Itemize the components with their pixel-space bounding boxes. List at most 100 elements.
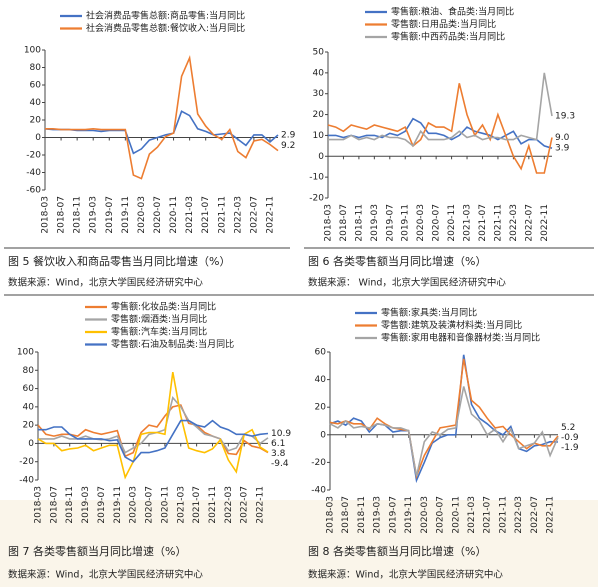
y-tick-label: 10 [313, 131, 325, 141]
x-tick-label: 2022-03 [509, 204, 519, 242]
y-tick-label: -60 [26, 186, 41, 196]
y-tick-label: 100 [17, 348, 34, 358]
y-tick-label: 50 [313, 48, 325, 58]
x-tick-label: 2019-03 [373, 496, 383, 534]
x-tick-label: 2021-07 [201, 196, 211, 234]
x-tick-label: 2018-03 [324, 204, 334, 242]
x-tick-label: 2022-03 [224, 486, 234, 524]
x-tick-label: 2019-07 [105, 196, 115, 234]
x-tick-label: 2022-11 [546, 496, 556, 534]
chart-source: 数据来源： Wind，北京大学国民经济研究中心 [308, 277, 506, 289]
x-tick-label: 2021-11 [498, 496, 508, 534]
chart-caption: 图 8 各类零售额当月同比增速（%） [308, 544, 486, 558]
x-tick-label: 2021-11 [208, 486, 218, 524]
legend-label: 零售额:家用电器和音像器材类:当月同比 [381, 332, 540, 344]
x-tick-label: 2021-07 [478, 204, 488, 242]
y-tick-label: 30 [313, 89, 325, 99]
y-tick-label: 40 [23, 402, 35, 412]
chart-caption: 图 5 餐饮收入和商品零售当月同比增速（%） [8, 254, 230, 268]
x-tick-label: 2018-03 [41, 196, 51, 234]
x-tick-label: 2019-11 [404, 496, 414, 534]
y-tick-label: 0 [35, 133, 41, 143]
background-tint [0, 500, 598, 587]
series-line [44, 110, 279, 155]
x-tick-label: 2022-11 [256, 486, 266, 524]
y-tick-label: -40 [311, 486, 326, 496]
x-tick-label: 2021-03 [185, 196, 195, 234]
x-tick-label: 2018-07 [57, 196, 67, 234]
y-tick-label: 60 [23, 384, 35, 394]
end-label: 3.8 [271, 449, 286, 459]
chart-caption: 图 6 各类零售额当月同比增速（%） [308, 254, 486, 268]
x-tick-label: 2020-07 [153, 196, 163, 234]
x-tick-label: 2019-11 [121, 196, 131, 234]
end-label: -0.9 [561, 433, 579, 443]
x-tick-label: 2022-07 [240, 486, 250, 524]
series-line [38, 419, 269, 463]
x-tick-label: 2022-11 [540, 204, 550, 242]
series-line [328, 117, 553, 149]
y-tick-label: 60 [315, 348, 327, 358]
y-tick-label: -20 [26, 151, 41, 161]
legend-label: 零售额:烟酒类:当月同比 [111, 313, 207, 325]
y-tick-label: 40 [315, 375, 327, 385]
x-tick-label: 2018-07 [341, 496, 351, 534]
end-label: 5.2 [561, 423, 575, 433]
y-tick-label: -20 [311, 458, 326, 468]
chart-caption: 图 7 各类零售额当月同比增速（%） [8, 544, 186, 558]
x-tick-label: 2021-07 [483, 496, 493, 534]
y-tick-label: 20 [30, 116, 42, 126]
x-tick-label: 2020-11 [169, 196, 179, 234]
legend-label: 零售额:汽车类:当月同比 [111, 326, 207, 338]
x-tick-label: 2020-07 [432, 204, 442, 242]
y-tick-label: -20 [309, 194, 324, 204]
y-tick-label: 0 [28, 439, 34, 449]
x-tick-label: 2019-11 [401, 204, 411, 242]
x-tick-label: 2019-07 [385, 204, 395, 242]
series-line [329, 386, 559, 477]
x-tick-label: 2020-03 [420, 496, 430, 534]
x-tick-label: 2020-11 [160, 486, 170, 524]
end-label: 10.9 [271, 429, 291, 439]
x-tick-label: 2021-11 [493, 204, 503, 242]
x-tick-label: 2021-03 [463, 204, 473, 242]
x-tick-label: 2019-07 [97, 486, 107, 524]
x-tick-label: 2021-11 [217, 196, 227, 234]
x-tick-label: 2018-07 [339, 204, 349, 242]
x-tick-label: 2022-03 [233, 196, 243, 234]
legend-label: 零售额:日用品类:当月同比 [391, 18, 496, 30]
legend-label: 零售额:家具类:当月同比 [381, 307, 477, 319]
legend-label: 零售额:粮油、食品类:当月同比 [391, 6, 514, 18]
x-tick-label: 2020-11 [451, 496, 461, 534]
x-tick-label: 2022-07 [530, 496, 540, 534]
chart-source: 数据来源：Wind，北京大学国民经济研究中心 [8, 277, 203, 289]
x-tick-label: 2018-11 [357, 496, 367, 534]
end-label: 19.3 [555, 112, 575, 122]
x-tick-label: 2018-03 [34, 486, 44, 524]
chart-source: 数据来源：Wind，北京大学国民经济研究中心 [8, 569, 203, 581]
series-line [329, 354, 559, 484]
x-tick-label: 2022-03 [514, 496, 524, 534]
series-line [37, 404, 269, 458]
series-line [45, 54, 279, 180]
chart-source: 数据来源：Wind，北京大学国民经济研究中心 [308, 569, 503, 581]
y-tick-label: 20 [315, 403, 327, 413]
y-tick-label: 40 [313, 68, 325, 78]
end-label: 2.9 [281, 130, 296, 140]
y-tick-label: 100 [24, 46, 41, 56]
legend-label: 社会消费品零售总额:餐饮收入:当月同比 [86, 22, 245, 34]
x-tick-label: 2018-07 [49, 486, 59, 524]
legend-label: 社会消费品零售总额:商品零售:当月同比 [86, 10, 245, 22]
x-tick-label: 2020-03 [129, 486, 139, 524]
x-tick-label: 2019-11 [113, 486, 123, 524]
x-tick-label: 2019-07 [388, 496, 398, 534]
y-tick-label: -40 [26, 168, 41, 178]
y-tick-label: 0 [318, 152, 324, 162]
x-tick-label: 2021-03 [176, 486, 186, 524]
x-tick-label: 2021-03 [467, 496, 477, 534]
x-tick-label: 2022-11 [265, 196, 275, 234]
x-tick-label: 2019-03 [89, 196, 99, 234]
series-line [37, 371, 269, 480]
end-label: 9.2 [281, 141, 295, 151]
